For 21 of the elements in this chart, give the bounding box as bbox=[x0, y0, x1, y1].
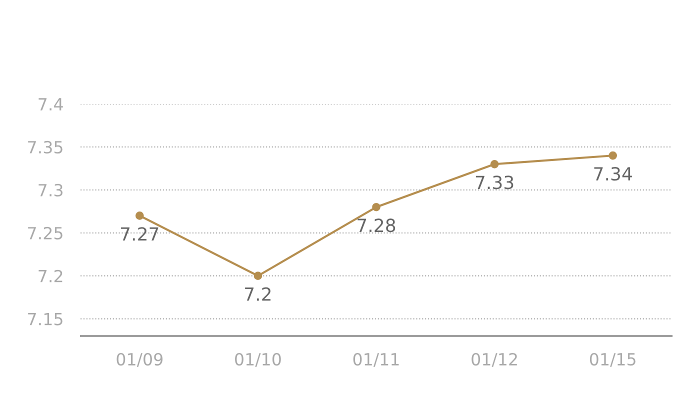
data-label: 7.34 bbox=[594, 166, 632, 181]
y-tick-label: 7.4 bbox=[38, 98, 63, 110]
data-label: 7.27 bbox=[121, 227, 158, 241]
x-tick-label: 01/12 bbox=[472, 352, 517, 367]
x-tick-label: 01/10 bbox=[235, 352, 281, 367]
point bbox=[608, 151, 618, 160]
y-tick-label: 7.25 bbox=[28, 226, 62, 240]
x-tick-label: 01/15 bbox=[590, 352, 636, 367]
point bbox=[372, 202, 380, 212]
x-tick-label: 01/09 bbox=[116, 352, 162, 367]
x-tick-label: 01/11 bbox=[353, 352, 399, 367]
y-tick-label: 7.15 bbox=[28, 312, 62, 326]
y-tick-label: 7.3 bbox=[38, 184, 62, 196]
point bbox=[490, 160, 499, 168]
data-label: 7.2 bbox=[245, 287, 270, 301]
y-tick-label: 7.2 bbox=[38, 270, 62, 282]
data-label: 7.28 bbox=[358, 218, 396, 232]
data-label: 7.33 bbox=[476, 176, 514, 190]
point bbox=[254, 272, 262, 280]
y-tick-label: 7.35 bbox=[28, 140, 62, 154]
point bbox=[135, 212, 144, 220]
